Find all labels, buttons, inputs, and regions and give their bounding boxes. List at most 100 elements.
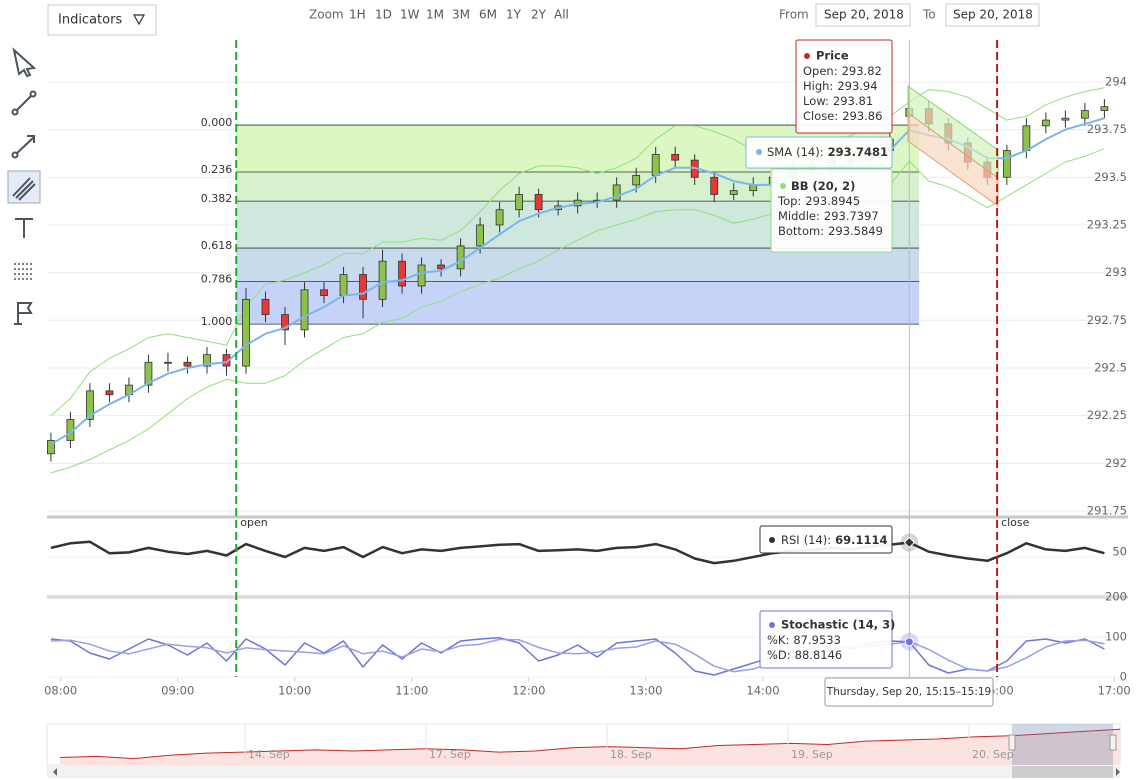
y-tick-label: 50 — [1112, 545, 1127, 559]
fib-zone — [236, 248, 920, 282]
zoom-buttons: 1H 1D 1W 1M 3M 6M 1Y 2Y All — [349, 8, 569, 22]
zoom-button[interactable]: 2Y — [531, 8, 547, 22]
indicator-line — [50, 540, 1105, 565]
candle-body — [86, 390, 94, 420]
tooltip-row: %D: 88.8146 — [767, 648, 842, 662]
tooltip-row: Top: 293.8945 — [777, 194, 860, 208]
row-label: Low: — [803, 94, 829, 108]
fib-level-label: 0.786 — [201, 273, 233, 286]
line-tool[interactable] — [11, 90, 37, 116]
candle-body — [47, 440, 55, 455]
x-tick-label: 08:00 — [44, 684, 77, 698]
y-tick-label: 292.25 — [1087, 408, 1127, 422]
fibonacci-tool-active[interactable] — [7, 170, 41, 204]
series-value: 293.7481 — [828, 145, 888, 159]
navigator-handle[interactable] — [1008, 734, 1016, 751]
zoom-label: Zoom — [309, 8, 344, 22]
zoom-button[interactable]: 1D — [375, 8, 392, 22]
candle-body — [495, 209, 504, 226]
scrollbar-thumb[interactable] — [1012, 766, 1113, 778]
fib-level-label: 0.382 — [201, 192, 233, 205]
series-params: (14): — [796, 145, 823, 159]
candle-body — [534, 194, 543, 211]
candle-body — [183, 361, 192, 367]
x-tick-label: 12:00 — [512, 684, 545, 698]
candle-body — [612, 184, 621, 201]
zoom-button[interactable]: 1W — [400, 8, 420, 22]
plot-line-label: close — [1001, 516, 1030, 529]
zoom-button[interactable]: All — [554, 8, 569, 22]
x-tick-label: 13:00 — [629, 684, 662, 698]
row-value: 293.82 — [842, 64, 882, 78]
indicators-button[interactable] — [47, 4, 157, 36]
plot-line-label: open — [240, 516, 267, 529]
from-input[interactable] — [815, 3, 911, 27]
tooltip-row: Bottom: 293.5849 — [778, 224, 883, 238]
zoom-button[interactable]: 6M — [479, 8, 497, 22]
arrow-tool[interactable] — [11, 135, 35, 159]
y-tick-label: 292.5 — [1094, 360, 1127, 374]
candle-body — [1061, 117, 1070, 121]
measure-tool[interactable] — [14, 263, 34, 280]
y-tick-label: 291.75 — [1087, 504, 1127, 518]
candle-body — [320, 289, 328, 296]
indicator-line — [50, 638, 1105, 673]
tooltip-title: BB (20, 2) — [791, 179, 855, 193]
zoom-button[interactable]: 1Y — [506, 8, 522, 22]
row-label: %D: — [767, 648, 791, 662]
candle-body — [242, 298, 250, 367]
zoom-button[interactable]: 3M — [452, 8, 470, 22]
plot-area: 291.75 292 292.25 292.5 292.75 293 293.25 293.5… — [44, 74, 1131, 778]
tooltip-bullet — [769, 537, 775, 543]
candle-body — [398, 260, 406, 287]
y-tick-label: 292.75 — [1087, 313, 1127, 327]
rsi-tooltip: RSI (14): 69.1114 — [759, 525, 893, 554]
series-value: 69.1114 — [835, 533, 887, 547]
y-tick-label: 293.25 — [1087, 217, 1127, 231]
candle-body — [1100, 106, 1109, 111]
from-label: From — [779, 8, 809, 22]
candle-body — [339, 274, 348, 296]
text-tool[interactable] — [15, 218, 33, 238]
tooltip-box — [745, 136, 893, 169]
candle-body — [1041, 119, 1050, 127]
tooltip-row: Low: 293.81 — [803, 94, 873, 108]
candle-body — [203, 354, 211, 367]
zoom-button[interactable]: 1H — [349, 8, 366, 22]
row-value: 293.86 — [842, 109, 882, 123]
fibonacci-tool — [12, 177, 36, 201]
crosshair-label-box — [824, 677, 994, 707]
dropdown-icon — [132, 14, 146, 26]
fib-level-label: 0.618 — [201, 239, 233, 252]
candle-body — [164, 361, 172, 364]
candle-body — [281, 314, 289, 331]
navigator-handle[interactable] — [1109, 734, 1117, 751]
candle-body — [261, 298, 270, 315]
x-tick-label: 09:00 — [161, 684, 194, 698]
tooltip-title: Price — [816, 49, 849, 63]
tooltip-row: RSI (14): 69.1114 — [781, 533, 888, 547]
band-top — [50, 87, 1105, 417]
flag-tool[interactable] — [14, 302, 33, 325]
x-tick-label: 10:00 — [278, 684, 311, 698]
series-params: (20, 2) — [813, 179, 856, 193]
navigator-selection — [1012, 724, 1113, 765]
row-label: %K: — [767, 633, 789, 647]
row-label: Top: — [777, 194, 801, 208]
channel-lower — [907, 112, 999, 207]
candle-body — [671, 154, 680, 161]
y-tick-label: 0 — [1120, 670, 1127, 684]
series-name: SMA — [767, 145, 792, 159]
band-bottom — [50, 148, 1105, 474]
candle-body — [417, 264, 426, 287]
navigator-label: 17. Sep — [429, 748, 471, 761]
zoom-button[interactable]: 1M — [426, 8, 444, 22]
navigator-label: 20. Sep — [972, 748, 1014, 761]
from-value: Sep 20, 2018 — [824, 8, 904, 22]
tooltip-row: %K: 87.9533 — [767, 633, 841, 647]
to-input[interactable] — [945, 3, 1040, 27]
candle-body — [378, 260, 387, 300]
select-tool[interactable] — [12, 47, 37, 78]
indicator-line — [50, 637, 1105, 676]
top-toolbar: Indicators Zoom 1H 1D 1W 1M 3M 6M 1Y 2Y All From… — [47, 3, 1040, 36]
